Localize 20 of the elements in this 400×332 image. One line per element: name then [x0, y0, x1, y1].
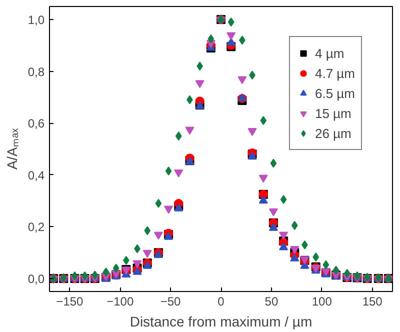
y-axis-title: A/Aₘₐₓ — [4, 128, 20, 170]
legend-label: 26 µm — [314, 126, 352, 140]
x-tick-label: 150 — [362, 294, 383, 308]
x-axis-title: Distance from maximum / µm — [130, 314, 312, 330]
legend-label: 4.7 µm — [314, 66, 355, 80]
y-tick-label: 0,6 — [28, 116, 45, 131]
y-tick-label: 0,2 — [28, 220, 45, 234]
x-tick-label: −50 — [160, 294, 182, 308]
legend-label: 4 µm — [314, 46, 344, 60]
x-tick-label: 50 — [264, 294, 278, 308]
y-tick-label: 0,0 — [28, 272, 45, 286]
x-tick-label: 100 — [312, 294, 332, 308]
y-tick-label: 0,8 — [28, 64, 45, 79]
x-tick-label: −150 — [56, 294, 84, 308]
x-tick-label: 0 — [218, 294, 225, 308]
legend-label: 6.5 µm — [314, 86, 355, 100]
y-tick-label: 1,0 — [28, 12, 45, 27]
legend-label: 15 µm — [314, 106, 352, 120]
y-tick-label: 0,4 — [28, 168, 45, 182]
x-tick-label: −100 — [106, 294, 134, 308]
